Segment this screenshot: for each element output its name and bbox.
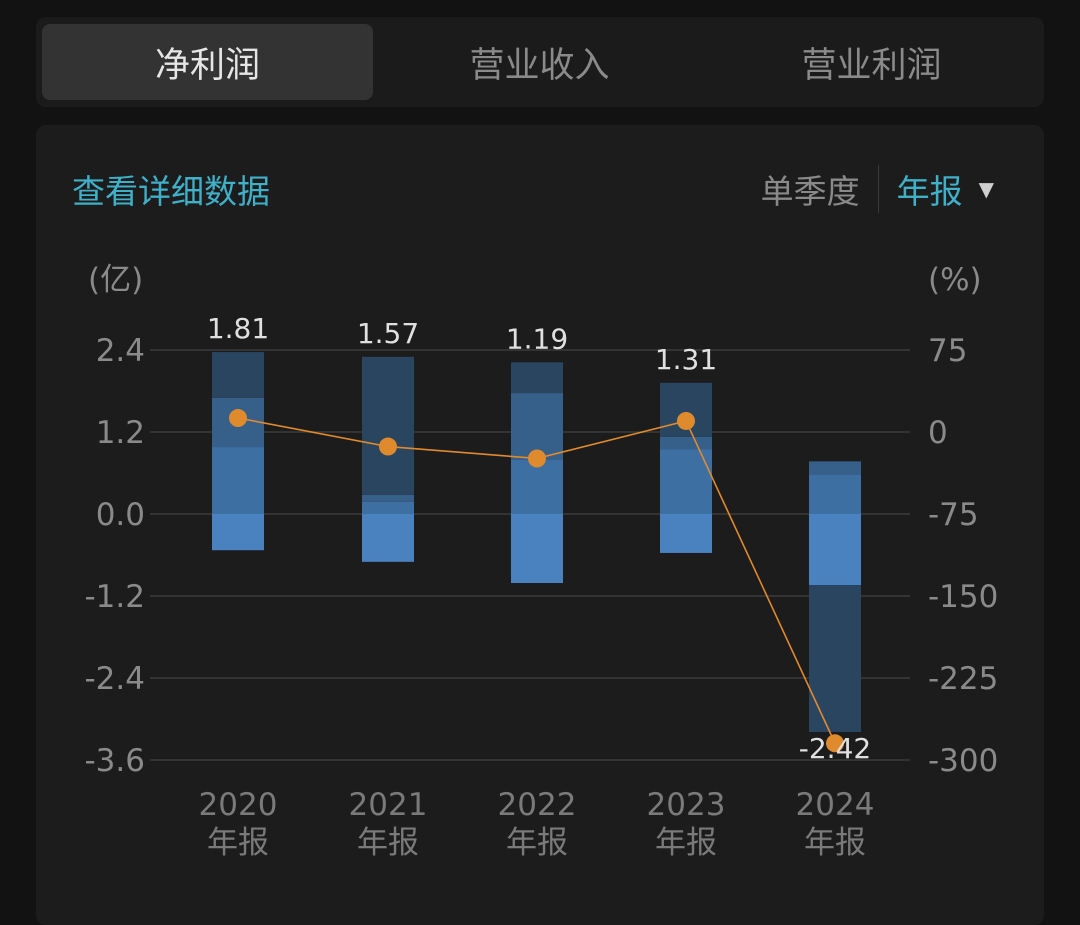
right-tick-label: -225 [928, 661, 998, 697]
x-report-label: 年报 [207, 825, 269, 861]
bar-segment-q2 [212, 447, 264, 514]
left-tick-label: -3.6 [85, 743, 146, 779]
bar-segment-q4 [212, 352, 264, 398]
right-axis-unit: (%) [928, 262, 982, 298]
left-tick-label: -2.4 [85, 661, 146, 697]
bar-segment-q3 [511, 393, 563, 461]
tab-net-profit[interactable]: 净利润 [42, 24, 373, 100]
bar-segment-q2 [809, 474, 861, 514]
dropdown-triangle-icon[interactable]: ▼ [978, 177, 994, 201]
total-label: -2.42 [799, 732, 871, 765]
right-tick-label: 75 [928, 333, 967, 369]
single-quarter-option[interactable]: 单季度 [761, 165, 879, 213]
left-axis-unit: (亿) [88, 262, 143, 298]
bar-segment-q1 [362, 514, 414, 562]
left-tick-label: -1.2 [85, 579, 146, 615]
total-label: 1.81 [207, 312, 269, 345]
x-year-label: 2023 [647, 787, 726, 823]
left-tick-label: 1.2 [96, 415, 145, 451]
x-report-label: 年报 [506, 825, 568, 861]
bar-segment-q3 [809, 461, 861, 475]
total-label: 1.19 [506, 322, 568, 355]
x-report-label: 年报 [357, 825, 419, 861]
right-tick-label: -300 [928, 743, 998, 779]
tab-operating-profit[interactable]: 营业利润 [801, 45, 942, 86]
net-profit-chart: (亿) (%) 2.4 75 1.2 0 0.0 -75 -1.2 -150 -2.4 -225 -… [85, 262, 999, 861]
right-tick-label: -150 [928, 579, 998, 615]
total-label: 1.31 [655, 343, 717, 376]
bar-segment-q1 [212, 514, 264, 551]
growth-point [379, 437, 397, 456]
tab-revenue[interactable]: 营业收入 [469, 45, 610, 86]
bar-segment-q4 [511, 362, 563, 394]
view-details-link[interactable]: 查看详细数据 [72, 172, 270, 211]
left-tick-label: 0.0 [96, 497, 145, 533]
right-tick-label: 0 [928, 415, 948, 451]
growth-point [528, 449, 546, 468]
bar-segment-q2 [511, 460, 563, 514]
bar-segment-q2 [362, 501, 414, 514]
x-year-label: 2022 [498, 787, 577, 823]
x-report-label: 年报 [655, 825, 717, 861]
annual-option[interactable]: 年报 [896, 172, 963, 211]
bar-segment-q1 [660, 514, 712, 553]
growth-point [229, 409, 247, 428]
bar-segment-q4 [362, 356, 414, 495]
growth-point [826, 734, 844, 753]
bar-segment-q1 [809, 514, 861, 586]
total-label: 1.57 [357, 317, 419, 350]
x-year-label: 2020 [199, 787, 278, 823]
bar-segment-q4 [809, 585, 861, 732]
x-year-label: 2021 [349, 787, 428, 823]
right-tick-label: -75 [928, 497, 979, 533]
bar-segment-q1 [511, 514, 563, 584]
bar-segment-q3 [362, 494, 414, 502]
bar-segment-q3 [660, 436, 712, 450]
period-selector: 单季度 年报 ▼ [761, 165, 994, 213]
x-report-label: 年报 [804, 825, 866, 861]
left-tick-label: 2.4 [96, 333, 145, 369]
metric-tabs: 净利润 营业收入 营业利润 [36, 17, 1044, 107]
x-year-label: 2024 [796, 787, 875, 823]
growth-point [677, 411, 695, 430]
